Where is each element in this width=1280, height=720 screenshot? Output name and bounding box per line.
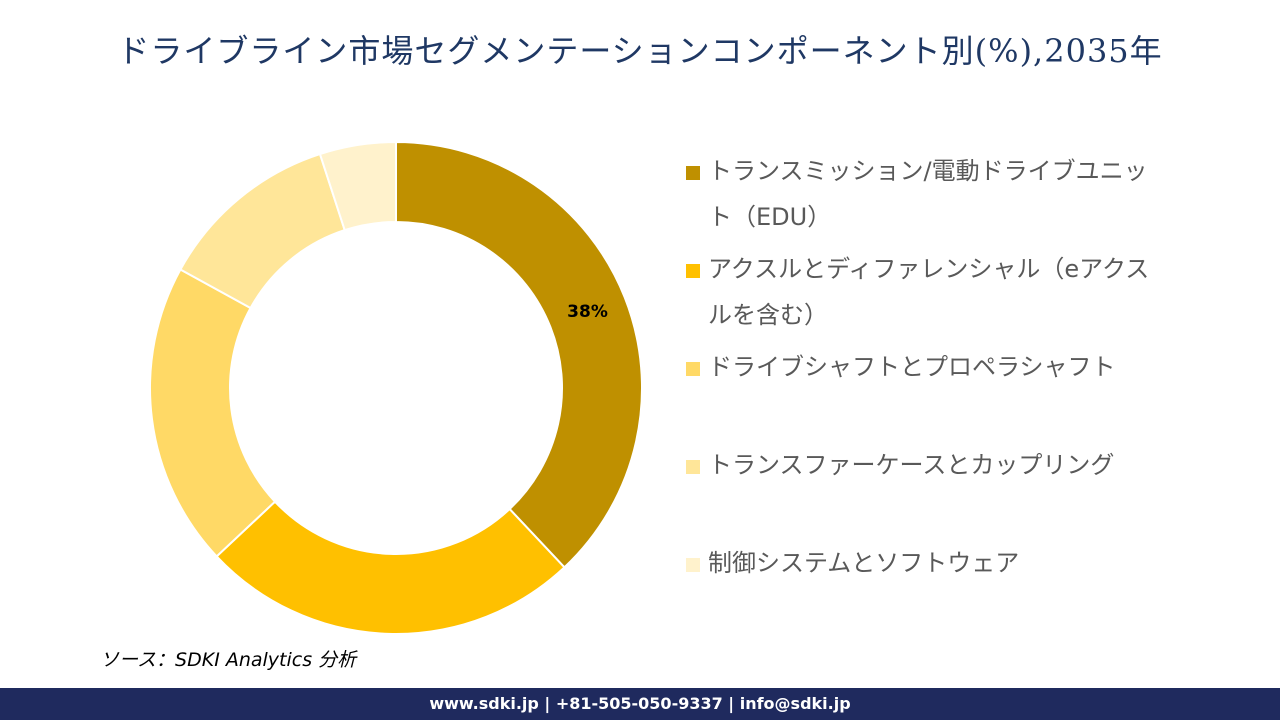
- legend-item: アクスルとディファレンシャル（eアクスルを含む）: [686, 246, 1166, 344]
- chart-title: ドライブライン市場セグメンテーションコンポーネント別(%),2035年: [117, 32, 1163, 70]
- donut-segment: [149, 268, 277, 558]
- legend-item: トランスファーケースとカップリング: [686, 442, 1166, 540]
- legend-swatch: [686, 362, 700, 376]
- source: ソース：SDKI Analytics 分析: [100, 649, 357, 671]
- legend-label: トランスファーケースとカップリング: [708, 451, 1115, 479]
- donut-segment: [395, 140, 643, 569]
- legend-swatch: [686, 558, 700, 572]
- legend-label: ドライブシャフトとプロペラシャフト: [708, 353, 1116, 381]
- legend-label: トランスミッション/電動ドライブユニット（EDU）: [708, 157, 1148, 231]
- data-label: 38%: [567, 302, 608, 322]
- legend-item: 制御システムとソフトウェア: [686, 540, 1166, 638]
- legend-item: ドライブシャフトとプロペラシャフト: [686, 344, 1166, 442]
- legend-swatch: [686, 264, 700, 278]
- footer: www.sdki.jp | +81-505-050-9337 | info@sd…: [0, 688, 1280, 720]
- legend-label: アクスルとディファレンシャル（eアクスルを含む）: [708, 255, 1150, 329]
- legend: トランスミッション/電動ドライブユニット（EDU） アクスルとディファレンシャル（…: [686, 148, 1166, 638]
- legend-label: 制御システムとソフトウェア: [708, 549, 1020, 577]
- legend-swatch: [686, 460, 700, 474]
- donut-segment: [215, 500, 566, 635]
- legend-swatch: [686, 166, 700, 180]
- donut-segment: [318, 140, 397, 232]
- legend-item: トランスミッション/電動ドライブユニット（EDU）: [686, 148, 1166, 246]
